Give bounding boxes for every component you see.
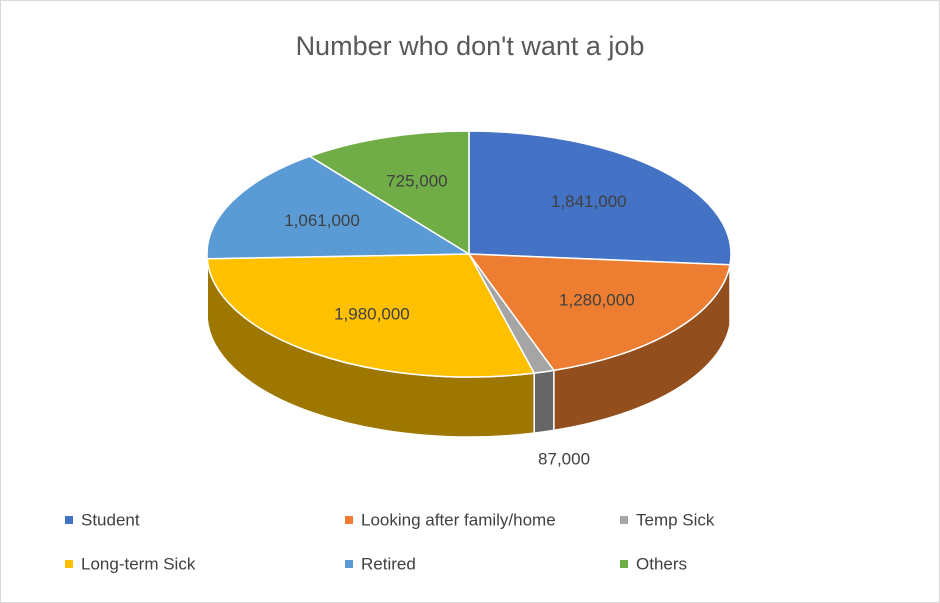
legend-label: Student xyxy=(81,510,140,529)
slice xyxy=(308,130,470,256)
value-label: 725,000 xyxy=(386,171,447,190)
chart-title: Number who don't want a job xyxy=(296,31,645,61)
value-labels: 1,841,000 1,280,000 87,000 1,980,000 1,061,0… xyxy=(284,171,635,468)
legend-label: Retired xyxy=(361,554,416,573)
slice xyxy=(206,155,472,260)
value-label: 87,000 xyxy=(538,449,590,468)
legend-label: Long-term Sick xyxy=(81,554,196,573)
value-label: 1,280,000 xyxy=(559,291,635,310)
slice-side xyxy=(533,369,555,434)
slice xyxy=(206,253,536,378)
legend: Student Looking after family/home Temp Sic… xyxy=(65,510,715,573)
value-label: 1,980,000 xyxy=(334,305,410,324)
legend-swatch xyxy=(65,560,73,568)
legend-swatch xyxy=(620,516,628,524)
slice xyxy=(468,130,732,266)
pie-sides xyxy=(206,253,732,438)
legend-label: Looking after family/home xyxy=(361,510,556,529)
legend-swatch xyxy=(620,560,628,568)
legend-swatch xyxy=(345,560,353,568)
legend-label: Temp Sick xyxy=(636,510,715,529)
slice xyxy=(467,253,731,372)
value-label: 1,841,000 xyxy=(551,192,627,211)
value-label: 1,061,000 xyxy=(284,211,360,230)
legend-swatch xyxy=(345,516,353,524)
legend-label: Others xyxy=(636,554,687,573)
legend-swatch xyxy=(65,516,73,524)
pie-tops xyxy=(206,130,732,378)
